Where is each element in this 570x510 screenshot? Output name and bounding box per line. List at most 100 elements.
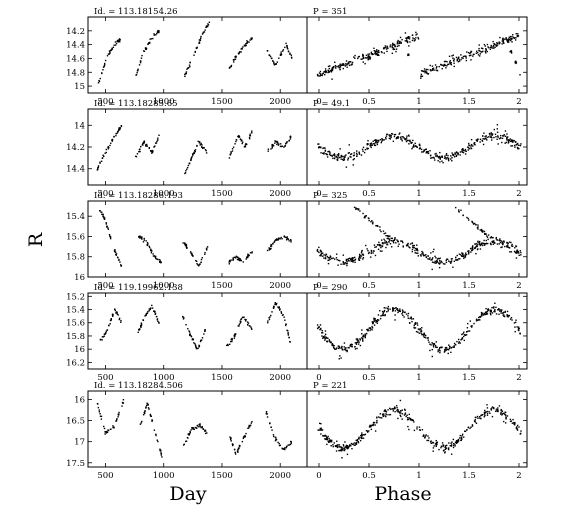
data-point	[367, 217, 370, 219]
data-point	[520, 430, 522, 432]
data-point	[334, 348, 336, 350]
data-point	[464, 255, 467, 257]
data-point	[374, 424, 376, 426]
data-point	[449, 345, 451, 348]
data-point	[381, 138, 384, 141]
data-point	[451, 55, 453, 57]
data-point	[497, 410, 499, 413]
data-point	[490, 409, 493, 411]
data-point	[396, 239, 398, 241]
data-point	[508, 241, 511, 243]
data-point	[429, 64, 431, 67]
data-point	[387, 47, 389, 50]
data-point	[476, 50, 478, 52]
data-point	[460, 439, 463, 441]
data-point	[231, 443, 234, 445]
data-point	[329, 256, 331, 259]
data-point	[188, 162, 191, 165]
data-point	[120, 125, 123, 127]
data-point	[323, 153, 325, 155]
data-point	[493, 136, 495, 139]
data-point	[407, 312, 410, 315]
data-point	[404, 32, 407, 34]
data-point	[515, 252, 518, 254]
data-point	[358, 258, 360, 260]
data-point	[196, 260, 198, 263]
data-point	[353, 442, 355, 444]
x-tick-label: 0.5	[362, 471, 376, 481]
data-point	[480, 244, 483, 246]
data-point	[475, 252, 477, 255]
data-point	[445, 447, 448, 449]
data-point	[157, 440, 159, 443]
data-point	[489, 46, 492, 49]
data-point	[456, 58, 458, 61]
data-point	[358, 151, 360, 153]
data-point	[325, 253, 327, 256]
data-point	[114, 309, 116, 312]
data-point	[345, 446, 347, 448]
data-point	[139, 235, 141, 237]
data-point	[408, 36, 411, 38]
data-point	[394, 45, 397, 48]
data-point	[501, 135, 504, 137]
data-point	[445, 346, 448, 349]
data-point	[331, 67, 334, 70]
data-point	[377, 51, 379, 54]
data-point	[249, 252, 252, 254]
data-point	[394, 238, 396, 240]
data-point	[99, 339, 102, 341]
y-tick-label: 17.5	[66, 459, 85, 469]
data-point	[155, 315, 158, 318]
panel-frame	[306, 16, 528, 94]
data-point	[416, 322, 418, 324]
data-point	[400, 138, 403, 140]
data-point	[439, 161, 441, 163]
data-point	[335, 67, 337, 69]
data-point	[361, 432, 363, 434]
data-point	[453, 345, 455, 347]
data-point	[407, 315, 409, 317]
data-point	[400, 412, 402, 414]
data-point	[488, 133, 491, 135]
data-point	[339, 446, 341, 448]
data-point	[320, 422, 322, 425]
data-point	[275, 239, 277, 241]
data-point	[517, 142, 519, 145]
data-point	[361, 148, 364, 151]
data-point	[470, 251, 472, 253]
data-point	[372, 423, 374, 426]
data-point	[425, 337, 427, 339]
data-point	[186, 168, 188, 171]
data-point	[413, 327, 416, 329]
data-point	[350, 345, 352, 347]
data-point	[392, 410, 394, 412]
data-point	[492, 40, 494, 43]
data-point	[421, 151, 423, 153]
data-point	[365, 244, 367, 247]
y-tick-label: 14.8	[66, 68, 85, 78]
data-point	[502, 37, 504, 40]
data-point	[234, 335, 236, 338]
data-point	[375, 49, 378, 51]
data-points	[316, 302, 521, 360]
data-point	[185, 170, 187, 172]
data-point	[385, 413, 387, 415]
data-point	[245, 432, 247, 435]
data-point	[102, 336, 105, 338]
y-tick-label: 15.4	[66, 212, 85, 222]
data-point	[427, 255, 429, 257]
data-point	[436, 155, 438, 158]
data-point	[146, 241, 149, 244]
data-point	[358, 153, 361, 155]
data-point	[323, 73, 326, 76]
data-point	[368, 53, 371, 55]
data-point	[232, 146, 235, 148]
data-point	[498, 42, 501, 45]
data-point	[499, 241, 502, 244]
data-point	[514, 321, 517, 324]
data-point	[457, 338, 460, 341]
data-point	[334, 156, 336, 158]
data-point	[420, 70, 423, 72]
